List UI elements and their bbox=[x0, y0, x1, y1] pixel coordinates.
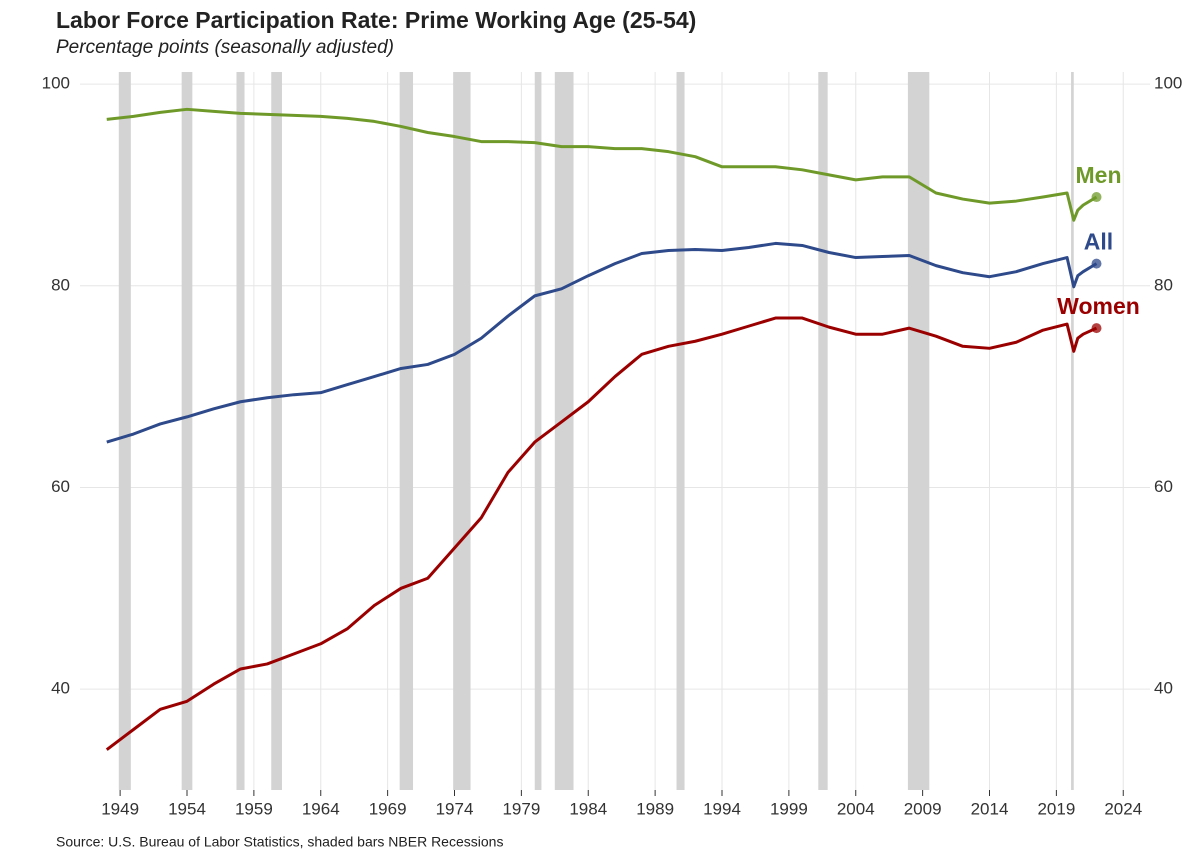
recession-bar bbox=[907, 72, 930, 790]
end-point bbox=[1091, 323, 1102, 334]
recession-bar bbox=[1071, 72, 1074, 790]
x-tick-label: 2009 bbox=[904, 799, 942, 818]
source-note: Source: U.S. Bureau of Labor Statistics,… bbox=[56, 834, 503, 850]
x-tick-label: 2019 bbox=[1037, 799, 1075, 818]
recession-bar bbox=[118, 72, 131, 790]
recession-bar bbox=[181, 72, 193, 790]
y-tick-label-right: 40 bbox=[1154, 679, 1173, 698]
y-tick-label: 80 bbox=[51, 275, 70, 294]
x-tick-label: 2014 bbox=[971, 799, 1009, 818]
x-tick-label: 2004 bbox=[837, 799, 875, 818]
y-tick-label: 40 bbox=[51, 679, 70, 698]
recession-bar bbox=[676, 72, 685, 790]
series-line bbox=[106, 107, 1098, 222]
end-point bbox=[1091, 192, 1102, 203]
x-tick-label: 1984 bbox=[569, 799, 607, 818]
x-tick-label: 1959 bbox=[235, 799, 273, 818]
recession-bar bbox=[271, 72, 282, 790]
x-tick-label: 1999 bbox=[770, 799, 808, 818]
x-tick-label: 1979 bbox=[502, 799, 540, 818]
series-line bbox=[106, 241, 1098, 444]
x-tick-label: 1969 bbox=[369, 799, 407, 818]
x-tick-label: 1994 bbox=[703, 799, 741, 818]
x-tick-label: 2024 bbox=[1104, 799, 1142, 818]
series-label: Women bbox=[1057, 293, 1140, 319]
chart-subtitle: Percentage points (seasonally adjusted) bbox=[56, 37, 394, 58]
end-point bbox=[1091, 258, 1102, 269]
series-label: All bbox=[1084, 229, 1113, 255]
x-tick-label: 1989 bbox=[636, 799, 674, 818]
y-tick-label: 60 bbox=[51, 477, 70, 496]
recession-bar bbox=[399, 72, 414, 790]
series-label: Men bbox=[1076, 162, 1122, 188]
recession-bar bbox=[236, 72, 245, 790]
x-tick-label: 1954 bbox=[168, 799, 206, 818]
chart-title: Labor Force Participation Rate: Prime Wo… bbox=[56, 7, 696, 33]
x-tick-label: 1974 bbox=[436, 799, 474, 818]
y-tick-label: 100 bbox=[42, 74, 70, 93]
recession-bar bbox=[554, 72, 574, 790]
y-tick-label-right: 60 bbox=[1154, 477, 1173, 496]
y-tick-label-right: 80 bbox=[1154, 275, 1173, 294]
recession-bar bbox=[453, 72, 471, 790]
recession-bar bbox=[818, 72, 828, 790]
x-tick-label: 1964 bbox=[302, 799, 340, 818]
x-tick-label: 1949 bbox=[101, 799, 139, 818]
recession-bar bbox=[534, 72, 542, 790]
y-tick-label-right: 100 bbox=[1154, 74, 1182, 93]
series-line bbox=[105, 316, 1098, 751]
